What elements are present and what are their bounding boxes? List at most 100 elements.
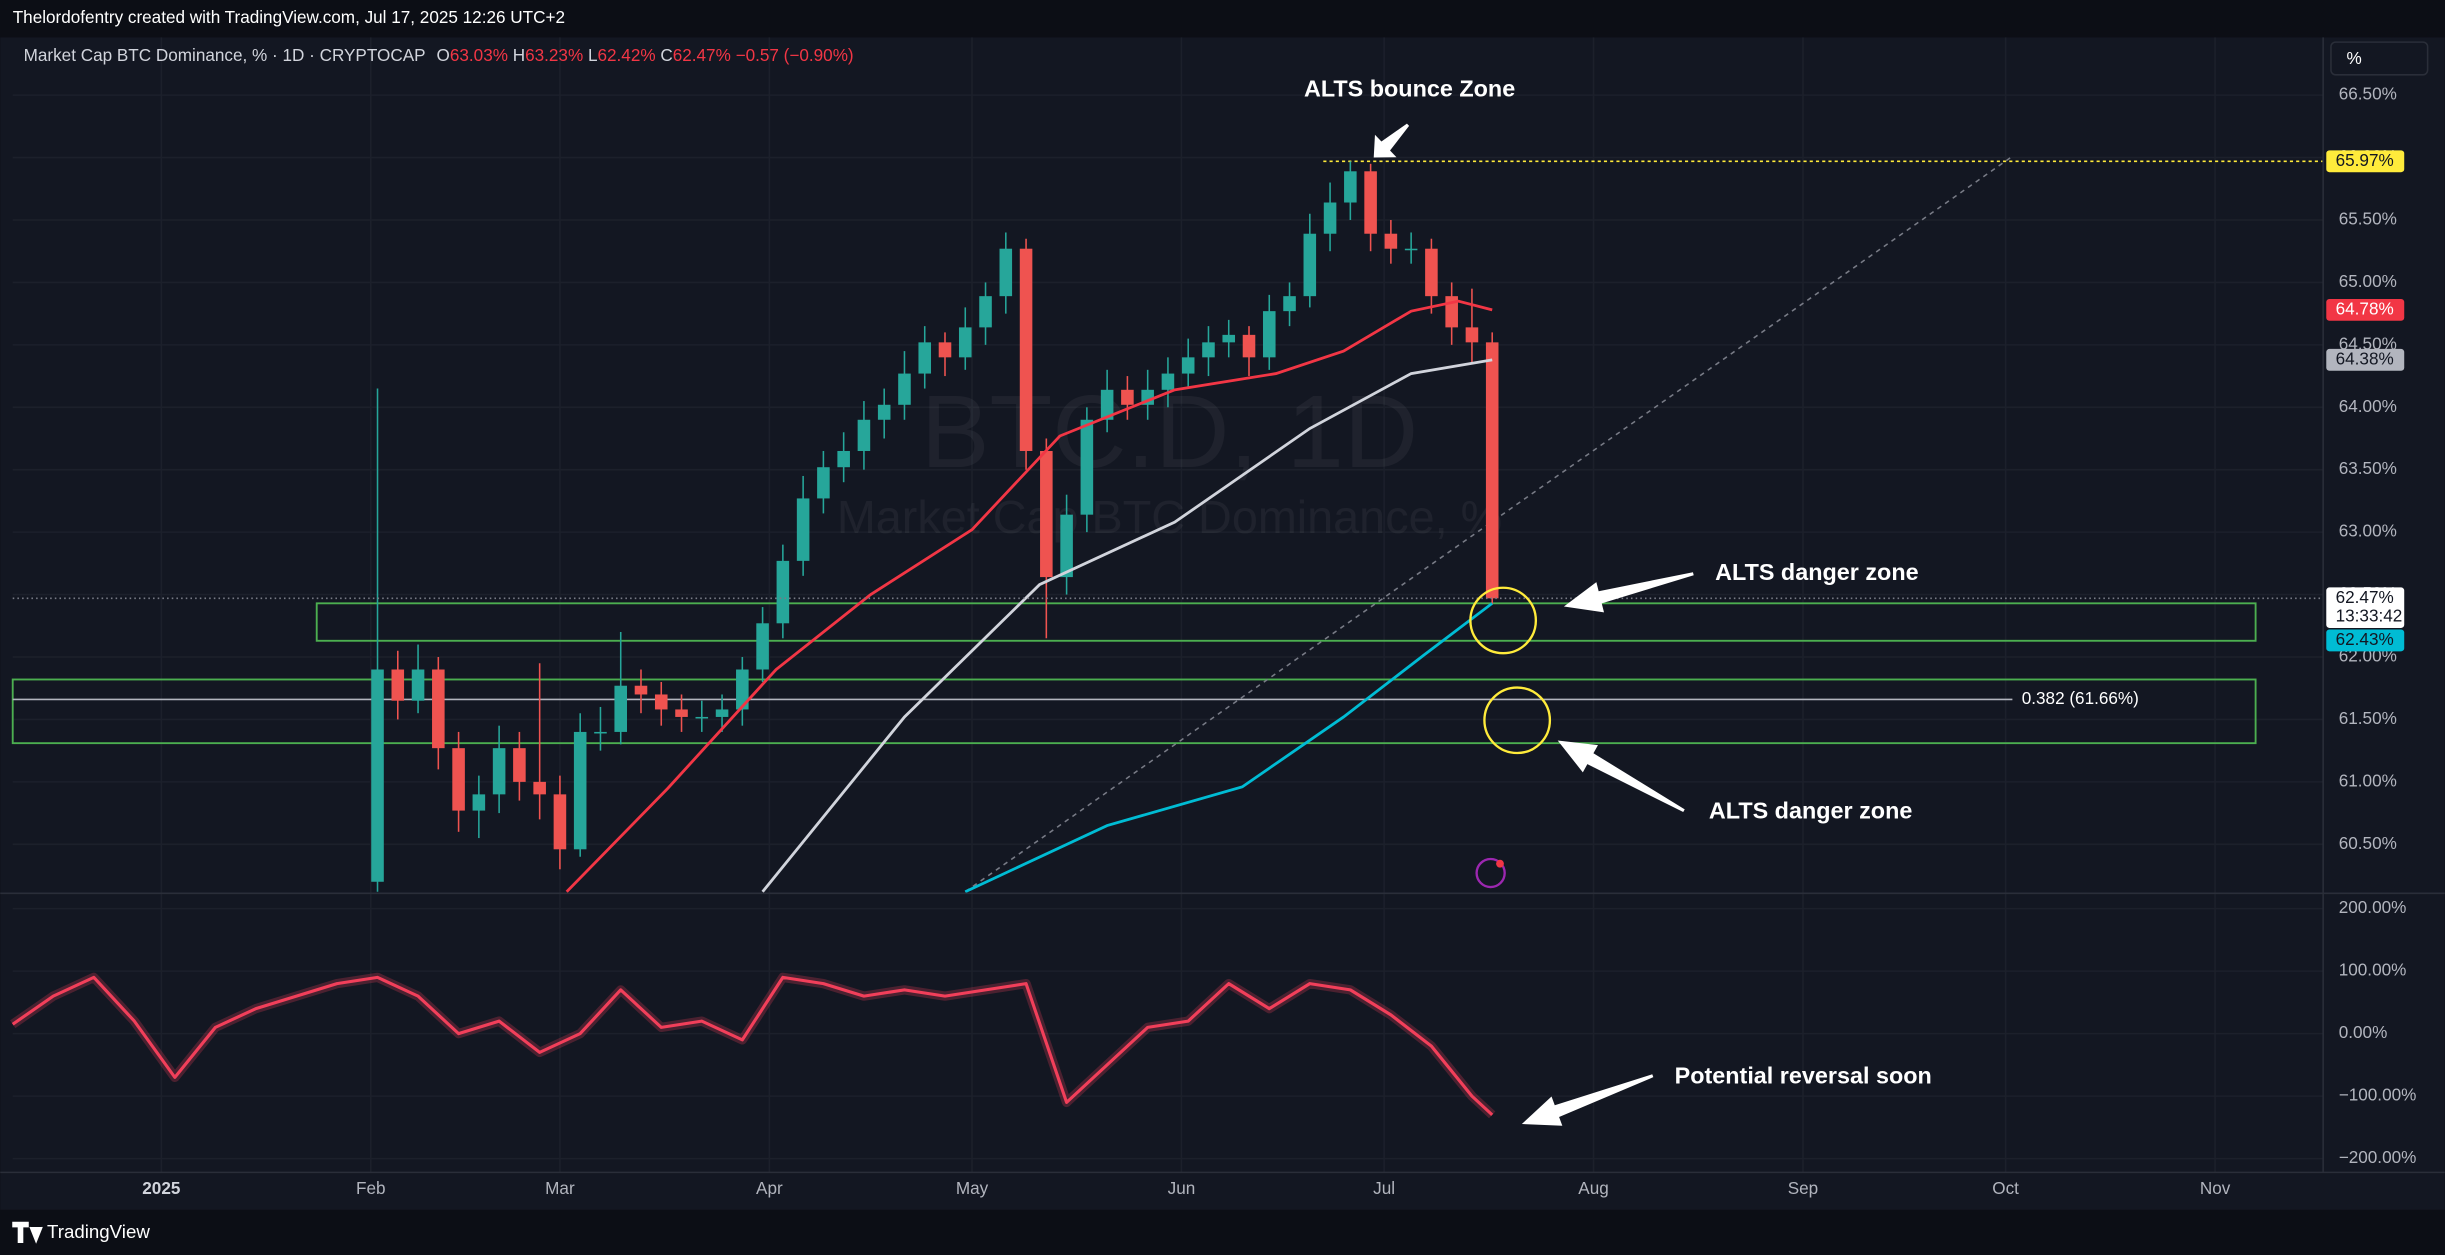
candle-body <box>675 709 688 717</box>
candle-body <box>1465 327 1479 343</box>
y-tick-label: 66.50% <box>2339 84 2397 104</box>
candle-body <box>1202 342 1215 358</box>
price-label-box <box>2326 587 2405 628</box>
moving-average <box>964 602 1494 894</box>
y-tick-label: 60.50% <box>2339 833 2397 853</box>
annotation: Potential reversal soon <box>1675 1062 1932 1088</box>
candle-body <box>1283 296 1296 312</box>
candle-body <box>594 731 607 734</box>
candle-body <box>1019 248 1033 451</box>
candle-body <box>999 248 1013 297</box>
brand-name: TradingView <box>47 1221 150 1242</box>
candle-body <box>979 296 992 328</box>
annotation: ALTS danger zone <box>1709 797 1912 823</box>
annotation-arrow <box>1521 1074 1654 1126</box>
oscillator-line <box>11 975 1494 1117</box>
y-tick-label: 61.50% <box>2339 708 2397 728</box>
legend-value: 63.23% <box>525 45 583 65</box>
price-label-box <box>2326 298 2405 321</box>
candle-body <box>958 327 972 358</box>
candle-body <box>756 623 769 670</box>
highlight-circle <box>1483 686 1552 755</box>
candle-body <box>1485 342 1499 599</box>
candle-body <box>695 716 709 719</box>
price-label-box <box>2326 150 2405 173</box>
moving-average <box>761 358 1493 893</box>
candle-body <box>1222 334 1236 343</box>
price-label: 62.47% <box>2336 587 2394 607</box>
candle-body <box>837 450 850 468</box>
x-tick-label: Feb <box>356 1178 386 1198</box>
candle-body <box>1121 389 1134 405</box>
axes: 60.50%61.00%61.50%62.00%62.50%63.00%63.5… <box>142 84 2416 1198</box>
alert-icon[interactable] <box>1475 857 1506 889</box>
fib-label: 0.382 (61.66%) <box>2022 688 2139 708</box>
annotation: ALTS danger zone <box>1715 559 1918 585</box>
candle-body <box>1242 334 1256 358</box>
candle-body <box>877 404 891 420</box>
candle-body <box>817 467 830 499</box>
candle-body <box>391 669 405 701</box>
legend-key: O <box>437 45 450 65</box>
price-label-box <box>2326 348 2405 371</box>
candle-body <box>573 731 587 850</box>
candle-body <box>857 419 871 451</box>
x-tick-label: Sep <box>1788 1178 1818 1198</box>
series <box>12 161 2324 894</box>
y-tick-label: −200.00% <box>2339 1147 2417 1167</box>
y-tick-label: 0.00% <box>2339 1022 2388 1042</box>
watermark-subtitle: Market Cap BTC Dominance, % <box>837 491 1502 543</box>
candle-body <box>472 794 486 811</box>
candle-body <box>898 373 911 405</box>
candle-body <box>1323 202 1337 234</box>
y-tick-label: −100.00% <box>2339 1085 2417 1105</box>
candle-body <box>715 709 729 717</box>
legend-value: 62.42% <box>598 45 656 65</box>
candle-body <box>1080 419 1094 515</box>
candle-body <box>776 560 790 624</box>
candle-body <box>533 781 546 795</box>
candle-body <box>1303 233 1317 297</box>
legend-key: C <box>660 45 672 65</box>
candle-body <box>1040 450 1053 578</box>
candle-body <box>432 669 445 749</box>
legend: Market Cap BTC Dominance, % · 1D · CRYPT… <box>24 45 854 65</box>
candle-body <box>513 748 526 782</box>
y-tick-label: 65.50% <box>2339 209 2397 229</box>
y-tick-label: 100.00% <box>2339 960 2407 980</box>
price-label: 64.78% <box>2336 298 2394 318</box>
unit-button[interactable]: % <box>2330 41 2429 76</box>
x-tick-label: Mar <box>545 1178 575 1198</box>
candle-body <box>736 669 749 710</box>
candle-body <box>553 794 567 850</box>
x-tick-label: May <box>956 1178 989 1198</box>
legend-title: Market Cap BTC Dominance, % · 1D · CRYPT… <box>24 45 426 65</box>
x-tick-label: Apr <box>756 1178 783 1198</box>
candle-body <box>1384 233 1398 249</box>
candle-body <box>1364 171 1377 234</box>
y-tick-label: 65.00% <box>2339 271 2397 291</box>
unit-button-frame[interactable] <box>2330 41 2429 76</box>
candle-body <box>1344 171 1357 203</box>
legend-change: −0.57 (−0.90%) <box>736 45 854 65</box>
unit-button-label[interactable]: % <box>2347 48 2362 68</box>
price-label: 64.38% <box>2336 348 2394 368</box>
candle-body <box>1161 373 1175 390</box>
x-tick-label: Oct <box>1992 1178 2019 1198</box>
annotation-arrow <box>1373 123 1410 158</box>
chart-area <box>0 37 2445 1210</box>
arrows <box>1373 123 1694 1126</box>
price-label: 62.43% <box>2336 629 2394 649</box>
candle-body <box>1181 357 1195 374</box>
candle-body <box>1100 389 1114 420</box>
y-tick-label: 63.00% <box>2339 521 2397 541</box>
zone <box>315 602 2257 642</box>
legend-value: 62.47% <box>673 45 731 65</box>
moving-average <box>565 299 1493 893</box>
brand-logo <box>12 1221 43 1244</box>
y-tick-label: 64.00% <box>2339 396 2397 416</box>
price-label: 65.97% <box>2336 150 2394 170</box>
attribution: Thelordofentry created with TradingView.… <box>13 7 565 27</box>
candle-body <box>654 694 668 710</box>
